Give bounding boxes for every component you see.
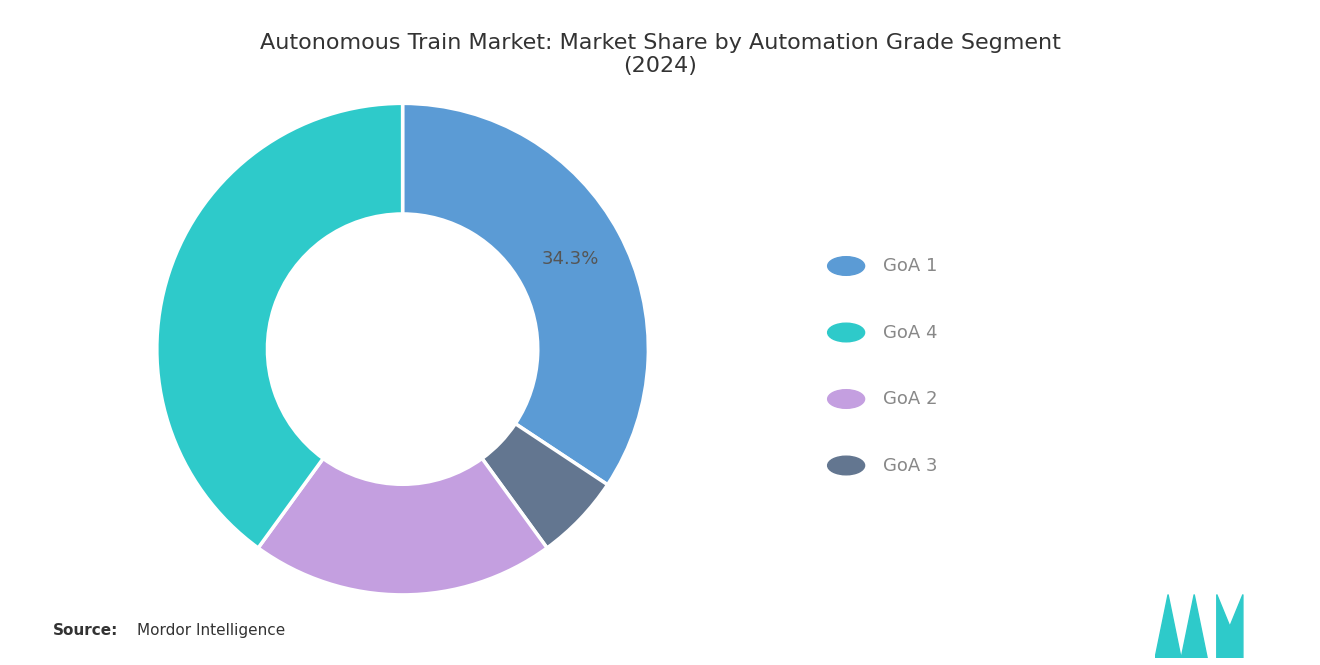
Text: GoA 2: GoA 2 [883, 390, 937, 408]
Text: Autonomous Train Market: Market Share by Automation Grade Segment
(2024): Autonomous Train Market: Market Share by… [260, 33, 1060, 76]
Polygon shape [1217, 595, 1243, 658]
Wedge shape [482, 424, 607, 548]
Text: Mordor Intelligence: Mordor Intelligence [137, 623, 285, 638]
Polygon shape [1181, 595, 1208, 658]
Text: GoA 1: GoA 1 [883, 257, 937, 275]
Text: GoA 4: GoA 4 [883, 323, 937, 342]
Wedge shape [403, 103, 648, 485]
Wedge shape [157, 103, 403, 548]
Polygon shape [1155, 595, 1181, 658]
Text: 34.3%: 34.3% [541, 250, 599, 268]
Wedge shape [259, 458, 546, 595]
Text: GoA 3: GoA 3 [883, 456, 937, 475]
Text: Source:: Source: [53, 623, 119, 638]
